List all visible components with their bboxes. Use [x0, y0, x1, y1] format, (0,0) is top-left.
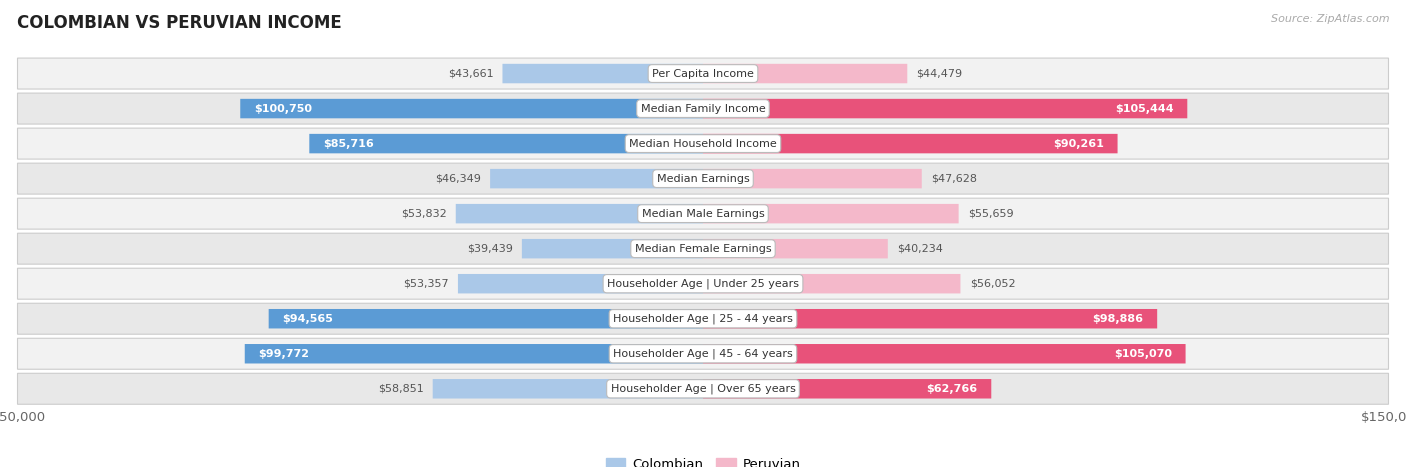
- FancyBboxPatch shape: [703, 99, 1187, 118]
- Text: Median Male Earnings: Median Male Earnings: [641, 209, 765, 219]
- FancyBboxPatch shape: [433, 379, 703, 398]
- FancyBboxPatch shape: [703, 379, 991, 398]
- Text: $98,886: $98,886: [1092, 314, 1143, 324]
- FancyBboxPatch shape: [17, 303, 1389, 334]
- Legend: Colombian, Peruvian: Colombian, Peruvian: [600, 453, 806, 467]
- FancyBboxPatch shape: [17, 93, 1389, 124]
- Text: Householder Age | 25 - 44 years: Householder Age | 25 - 44 years: [613, 313, 793, 324]
- Text: $100,750: $100,750: [254, 104, 312, 113]
- FancyBboxPatch shape: [703, 274, 960, 293]
- FancyBboxPatch shape: [17, 163, 1389, 194]
- Text: $105,444: $105,444: [1115, 104, 1174, 113]
- Text: $85,716: $85,716: [323, 139, 374, 149]
- FancyBboxPatch shape: [17, 198, 1389, 229]
- FancyBboxPatch shape: [491, 169, 703, 188]
- Text: $46,349: $46,349: [434, 174, 481, 184]
- Text: Median Family Income: Median Family Income: [641, 104, 765, 113]
- FancyBboxPatch shape: [17, 338, 1389, 369]
- Text: $43,661: $43,661: [447, 69, 494, 78]
- FancyBboxPatch shape: [703, 134, 1118, 153]
- Text: Householder Age | Over 65 years: Householder Age | Over 65 years: [610, 383, 796, 394]
- FancyBboxPatch shape: [456, 204, 703, 223]
- FancyBboxPatch shape: [703, 344, 1185, 363]
- FancyBboxPatch shape: [17, 373, 1389, 404]
- Text: $55,659: $55,659: [967, 209, 1014, 219]
- Text: $58,851: $58,851: [378, 384, 423, 394]
- Text: Median Female Earnings: Median Female Earnings: [634, 244, 772, 254]
- Text: Median Earnings: Median Earnings: [657, 174, 749, 184]
- FancyBboxPatch shape: [458, 274, 703, 293]
- FancyBboxPatch shape: [522, 239, 703, 258]
- Text: Householder Age | 45 - 64 years: Householder Age | 45 - 64 years: [613, 348, 793, 359]
- Text: $44,479: $44,479: [917, 69, 963, 78]
- Text: Source: ZipAtlas.com: Source: ZipAtlas.com: [1271, 14, 1389, 24]
- FancyBboxPatch shape: [17, 268, 1389, 299]
- Text: $105,070: $105,070: [1114, 349, 1171, 359]
- Text: $40,234: $40,234: [897, 244, 943, 254]
- FancyBboxPatch shape: [17, 233, 1389, 264]
- FancyBboxPatch shape: [703, 239, 887, 258]
- FancyBboxPatch shape: [703, 169, 922, 188]
- Text: $94,565: $94,565: [283, 314, 333, 324]
- FancyBboxPatch shape: [502, 64, 703, 83]
- Text: $53,357: $53,357: [404, 279, 449, 289]
- FancyBboxPatch shape: [269, 309, 703, 328]
- Text: $90,261: $90,261: [1053, 139, 1104, 149]
- FancyBboxPatch shape: [17, 128, 1389, 159]
- Text: Per Capita Income: Per Capita Income: [652, 69, 754, 78]
- Text: COLOMBIAN VS PERUVIAN INCOME: COLOMBIAN VS PERUVIAN INCOME: [17, 14, 342, 32]
- FancyBboxPatch shape: [245, 344, 703, 363]
- Text: $47,628: $47,628: [931, 174, 977, 184]
- Text: $62,766: $62,766: [927, 384, 977, 394]
- FancyBboxPatch shape: [703, 64, 907, 83]
- FancyBboxPatch shape: [240, 99, 703, 118]
- Text: $99,772: $99,772: [259, 349, 309, 359]
- Text: $39,439: $39,439: [467, 244, 513, 254]
- Text: $53,832: $53,832: [401, 209, 447, 219]
- Text: $56,052: $56,052: [970, 279, 1015, 289]
- Text: Median Household Income: Median Household Income: [628, 139, 778, 149]
- FancyBboxPatch shape: [309, 134, 703, 153]
- FancyBboxPatch shape: [703, 309, 1157, 328]
- FancyBboxPatch shape: [17, 58, 1389, 89]
- Text: Householder Age | Under 25 years: Householder Age | Under 25 years: [607, 278, 799, 289]
- FancyBboxPatch shape: [703, 204, 959, 223]
